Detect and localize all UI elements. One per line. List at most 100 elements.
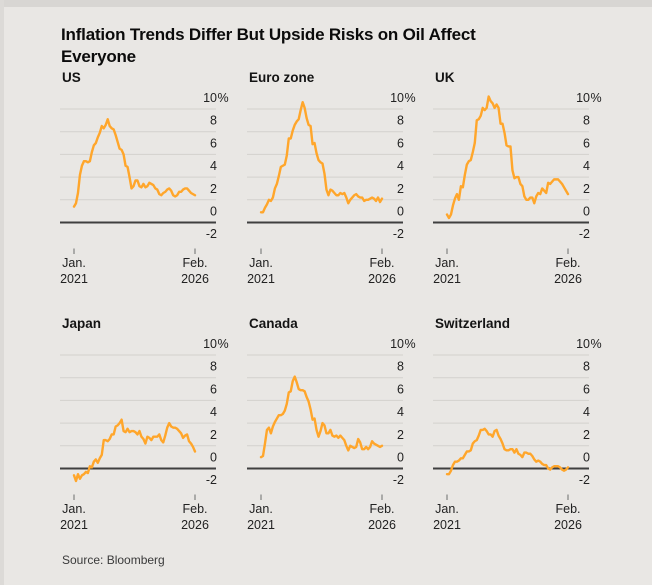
- x-axis-tick: [73, 248, 75, 254]
- y-axis-tick-label: 8: [583, 360, 590, 374]
- panel-title: Switzerland: [435, 316, 511, 331]
- panel-title: Euro zone: [249, 70, 315, 85]
- x-axis-label-start: Jan.: [249, 502, 273, 516]
- x-axis-label-end: Feb.: [369, 502, 394, 516]
- y-axis-unit-suffix: %: [218, 337, 229, 351]
- x-axis-label-start: Jan.: [62, 502, 86, 516]
- y-axis-tick-label: 8: [397, 114, 404, 128]
- panel-title: UK: [435, 70, 455, 85]
- x-axis-label-start: 2021: [60, 518, 88, 532]
- panel-plot: 10 %8 6 4 2 0 -2 Jan. 2021 Feb. 2026: [247, 337, 416, 532]
- x-axis-tick: [446, 494, 448, 500]
- panel-plot: 10 %8 6 4 2 0 -2 Jan. 2021 Feb. 2026: [433, 337, 602, 532]
- y-axis-tick-label: 2: [583, 428, 590, 442]
- y-axis-tick-label: 2: [583, 182, 590, 196]
- y-axis-tick-label: 8: [583, 114, 590, 128]
- y-axis-tick-label: -2: [393, 473, 404, 487]
- y-axis-unit-suffix: %: [591, 91, 602, 105]
- panel-title: Canada: [249, 316, 298, 331]
- x-axis-tick: [260, 494, 262, 500]
- y-axis-tick-label: 6: [583, 382, 590, 396]
- y-axis-tick-label: -2: [206, 227, 217, 241]
- inflation-line: [72, 118, 197, 208]
- y-axis-tick-label: 8: [210, 360, 217, 374]
- x-axis-label-start: Jan.: [249, 256, 273, 270]
- x-axis-label-end: Feb.: [182, 502, 207, 516]
- y-axis-unit-suffix: %: [405, 337, 416, 351]
- y-axis-tick-label: 2: [397, 182, 404, 196]
- y-axis-tick-label: -2: [393, 227, 404, 241]
- chart-title: Inflation Trends Differ But Upside Risks…: [61, 25, 476, 67]
- y-axis-tick-label: 2: [210, 428, 217, 442]
- x-axis-tick: [567, 494, 569, 500]
- inflation-line: [445, 427, 570, 476]
- y-axis-tick-label: 8: [210, 114, 217, 128]
- x-axis-tick: [381, 494, 383, 500]
- y-axis-tick-label: -2: [206, 473, 217, 487]
- y-axis-tick-label: 0: [210, 451, 217, 465]
- panel-title: US: [62, 70, 81, 85]
- x-axis-tick: [194, 494, 196, 500]
- y-axis-tick-label: -2: [579, 227, 590, 241]
- x-axis-label-end: Feb.: [182, 256, 207, 270]
- chart-panel: UK 10% 8 6 4 2 0 -2 Jan. 2021 Feb. 2026: [433, 64, 625, 289]
- x-axis-label-end: 2026: [181, 272, 209, 286]
- y-axis-tick-label: 0: [583, 451, 590, 465]
- x-axis-label-end: 2026: [554, 518, 582, 532]
- y-axis-tick-label: 6: [583, 136, 590, 150]
- x-axis-tick: [194, 248, 196, 254]
- y-axis-tick-label: 4: [210, 159, 217, 173]
- chart-panel: US 10% 8 6 4 2 0 -2 Jan. 2021 Feb. 2026: [60, 64, 252, 289]
- y-axis-tick-label: 6: [210, 136, 217, 150]
- inflation-line: [259, 100, 384, 214]
- y-axis-tick-label: 10: [576, 91, 590, 105]
- x-axis-label-start: Jan.: [62, 256, 86, 270]
- y-axis-unit-suffix: %: [218, 91, 229, 105]
- x-axis-tick: [73, 494, 75, 500]
- x-axis-label-end: Feb.: [555, 256, 580, 270]
- source-note: Source: Bloomberg: [62, 553, 165, 567]
- y-axis-tick-label: 4: [397, 405, 404, 419]
- y-axis-tick-label: -2: [579, 473, 590, 487]
- x-axis-label-end: Feb.: [555, 502, 580, 516]
- inflation-line: [259, 375, 384, 459]
- panel-plot: 10 %8 6 4 2 0 -2 Jan. 2021 Feb. 2026: [433, 91, 602, 286]
- y-axis-tick-label: 10: [390, 91, 404, 105]
- y-axis-tick-label: 4: [210, 405, 217, 419]
- y-axis-tick-label: 8: [397, 360, 404, 374]
- panel-plot: 10 %8 6 4 2 0 -2 Jan. 2021 Feb. 2026: [60, 91, 229, 286]
- chart-panel: Switzerland 10% 8 6 4 2 0 -2 Jan. 2021 Feb. 2026: [433, 310, 625, 535]
- y-axis-unit-suffix: %: [405, 91, 416, 105]
- window-edge-left: [0, 0, 4, 585]
- y-axis-tick-label: 10: [576, 337, 590, 351]
- chart-panel: Euro zone 10% 8 6 4 2 0 -2 Jan. 2021 Feb. 2026: [247, 64, 439, 289]
- x-axis-label-end: 2026: [554, 272, 582, 286]
- x-axis-label-start: 2021: [247, 518, 275, 532]
- x-axis-label-start: 2021: [433, 272, 461, 286]
- x-axis-tick: [381, 248, 383, 254]
- x-axis-label-end: Feb.: [369, 256, 394, 270]
- y-axis-unit-suffix: %: [591, 337, 602, 351]
- x-axis-label-end: 2026: [368, 272, 396, 286]
- y-axis-tick-label: 0: [583, 205, 590, 219]
- panel-plot: 10 %8 6 4 2 0 -2 Jan. 2021 Feb. 2026: [247, 91, 416, 286]
- window-edge-top: [0, 0, 652, 7]
- x-axis-tick: [446, 248, 448, 254]
- x-axis-tick: [260, 248, 262, 254]
- y-axis-tick-label: 0: [210, 205, 217, 219]
- y-axis-tick-label: 4: [583, 405, 590, 419]
- x-axis-label-start: 2021: [60, 272, 88, 286]
- chart-panel: Canada 10% 8 6 4 2 0 -2 Jan. 2021 Feb. 2026: [247, 310, 439, 535]
- y-axis-tick-label: 2: [397, 428, 404, 442]
- y-axis-tick-label: 10: [203, 337, 217, 351]
- y-axis-tick-label: 2: [210, 182, 217, 196]
- y-axis-tick-label: 4: [397, 159, 404, 173]
- x-axis-label-start: Jan.: [435, 256, 459, 270]
- chart-panel: Japan 10% 8 6 4 2 0 -2 Jan. 2021 Feb. 2026: [60, 310, 252, 535]
- x-axis-label-start: 2021: [433, 518, 461, 532]
- panel-title: Japan: [62, 316, 102, 331]
- y-axis-tick-label: 0: [397, 205, 404, 219]
- y-axis-tick-label: 4: [583, 159, 590, 173]
- y-axis-tick-label: 10: [203, 91, 217, 105]
- inflation-line: [445, 95, 570, 220]
